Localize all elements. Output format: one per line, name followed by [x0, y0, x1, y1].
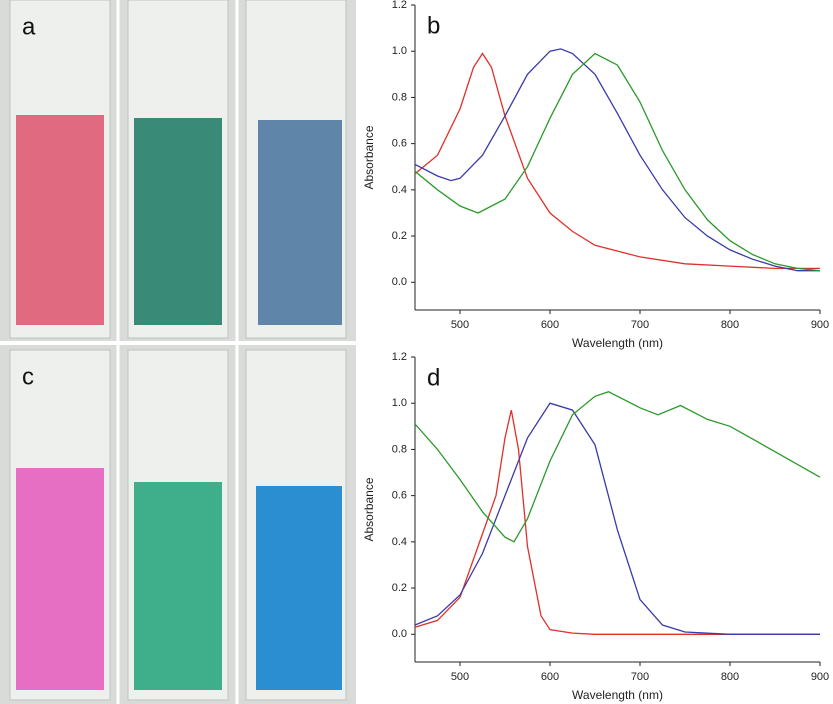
line-series [414, 402, 820, 635]
x-tick-label: 800 [721, 319, 739, 331]
y-tick-label: 0.8 [392, 443, 407, 455]
y-tick-label: 0.2 [392, 230, 407, 242]
y-tick-label: 0.0 [392, 628, 407, 640]
x-tick-label: 500 [451, 319, 469, 331]
panel-label: d [427, 364, 440, 391]
liquid [134, 482, 222, 690]
line-series [414, 52, 821, 272]
line-series [414, 48, 820, 272]
x-axis-label: Wavelength (nm) [572, 688, 663, 702]
line-series [414, 409, 820, 635]
liquid [258, 120, 342, 325]
panel-label: a [22, 13, 36, 40]
x-tick-label: 800 [721, 671, 739, 683]
panel-label: b [427, 12, 440, 39]
y-tick-label: 1.0 [392, 397, 407, 409]
x-tick-label: 600 [541, 319, 559, 331]
y-tick-label: 0.0 [392, 276, 407, 288]
y-axis-label: Absorbance [362, 125, 376, 189]
x-tick-label: 900 [811, 319, 829, 331]
x-axis-label: Wavelength (nm) [572, 336, 663, 350]
cuvettes-bottom [9, 349, 347, 701]
y-tick-label: 0.8 [392, 91, 407, 103]
liquid [16, 115, 104, 325]
cuvettes-top [9, 0, 347, 339]
y-tick-label: 0.6 [392, 490, 407, 502]
x-tick-label: 700 [631, 671, 649, 683]
y-tick-label: 1.0 [392, 45, 407, 57]
y-tick-label: 0.4 [392, 536, 407, 548]
panel-label: c [22, 363, 34, 390]
line-series [414, 390, 821, 543]
x-tick-label: 700 [631, 319, 649, 331]
y-axis-label: Absorbance [362, 477, 376, 541]
y-tick-label: 0.4 [392, 184, 407, 196]
line-series [414, 52, 820, 270]
y-tick-label: 0.6 [392, 138, 407, 150]
liquid [16, 468, 104, 690]
liquid [256, 486, 342, 690]
x-tick-label: 600 [541, 671, 559, 683]
y-tick-label: 0.2 [392, 582, 407, 594]
y-tick-label: 1.2 [392, 351, 407, 363]
x-tick-label: 900 [811, 671, 829, 683]
liquid [134, 118, 222, 325]
y-tick-label: 1.2 [392, 0, 407, 11]
x-tick-label: 500 [451, 671, 469, 683]
